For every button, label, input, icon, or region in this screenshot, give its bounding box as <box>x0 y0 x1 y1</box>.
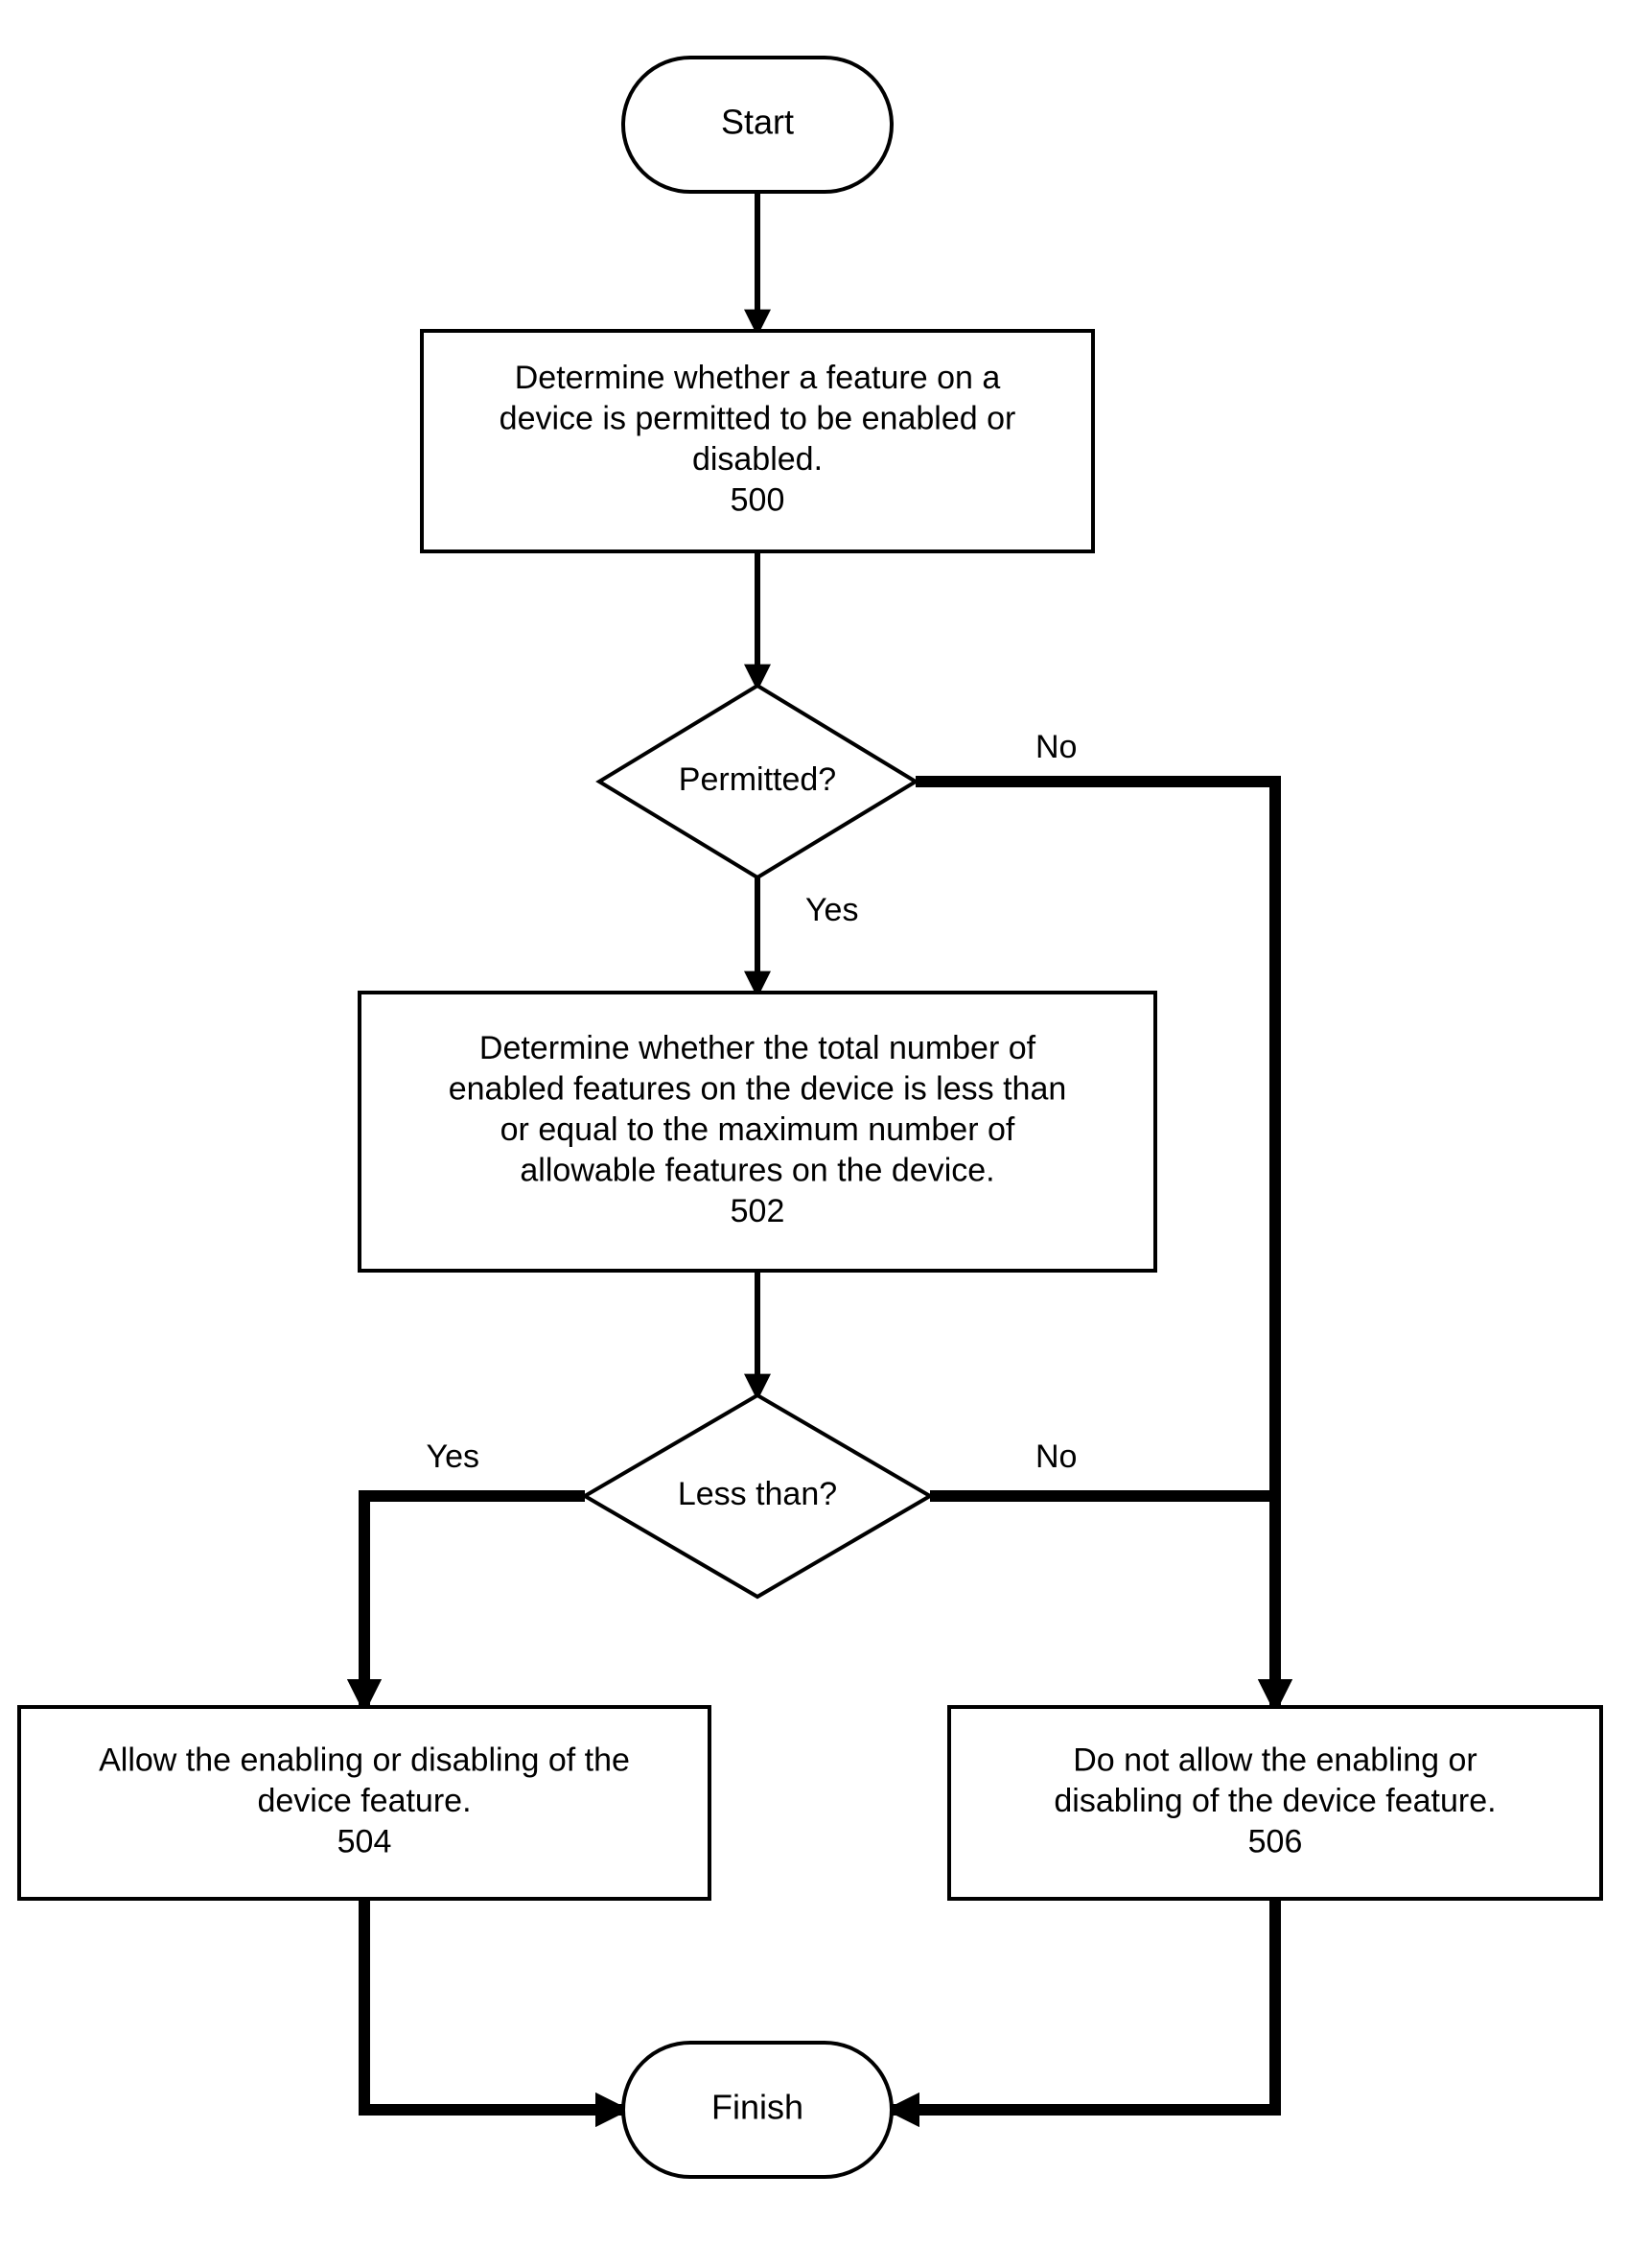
edge-label: Yes <box>805 892 858 928</box>
node-text-line: Permitted? <box>679 761 836 798</box>
edge-label: No <box>1035 729 1077 765</box>
node-text-line: disabled. <box>692 441 823 478</box>
edge-label: No <box>1035 1438 1077 1475</box>
node-text-line: or equal to the maximum number of <box>500 1111 1015 1148</box>
node-text-line: device is permitted to be enabled or <box>500 401 1016 437</box>
node-finish: Finish <box>623 2043 892 2177</box>
node-p504: Allow the enabling or disabling of the de… <box>19 1707 709 1899</box>
node-start: Start <box>623 58 892 192</box>
edge-label: Yes <box>427 1438 479 1475</box>
node-text-line: Start <box>721 103 794 142</box>
node-text-line: Determine whether the total number of <box>479 1030 1036 1066</box>
flowchart-svg: Yes No Yes No Start Determine whether a featu… <box>0 0 1651 2268</box>
node-text-line: device feature. <box>257 1783 471 1819</box>
node-text-line: Do not allow the enabling or <box>1073 1742 1477 1778</box>
node-text-line: 500 <box>731 482 785 519</box>
node-text-line: 506 <box>1248 1823 1303 1859</box>
node-p500: Determine whether a feature on a device i… <box>422 331 1093 551</box>
node-text-line: Finish <box>711 2088 803 2127</box>
node-p506: Do not allow the enabling or disabling of… <box>949 1707 1601 1899</box>
node-text-line: allowable features on the device. <box>520 1152 994 1188</box>
node-text-line: disabling of the device feature. <box>1054 1783 1496 1819</box>
node-text-line: 502 <box>731 1193 785 1229</box>
node-text-line: enabled features on the device is less t… <box>449 1070 1067 1107</box>
node-p502: Determine whether the total number of ena… <box>360 993 1155 1271</box>
node-text-line: 504 <box>337 1823 392 1859</box>
node-text-line: Allow the enabling or disabling of the <box>99 1742 630 1778</box>
node-text-line: Determine whether a feature on a <box>515 360 1001 396</box>
node-text-line: Less than? <box>678 1476 837 1512</box>
